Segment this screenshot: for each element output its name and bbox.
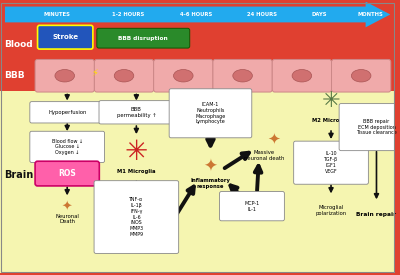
Ellipse shape [174, 70, 193, 82]
Text: Brain: Brain [4, 170, 33, 180]
Text: ✦: ✦ [267, 131, 280, 147]
Ellipse shape [55, 70, 74, 82]
Text: MINUTES: MINUTES [44, 12, 71, 17]
Text: Neuronal
Death: Neuronal Death [55, 214, 79, 224]
Text: BBB
permeability ↑: BBB permeability ↑ [116, 107, 156, 118]
FancyBboxPatch shape [30, 131, 104, 163]
Bar [0, 90, 395, 273]
Text: 4-6 HOURS: 4-6 HOURS [180, 12, 212, 17]
Text: DAYS: DAYS [312, 12, 327, 17]
FancyBboxPatch shape [35, 161, 99, 186]
Bar [0, 2, 395, 90]
Text: Hypoperfusion: Hypoperfusion [48, 110, 86, 115]
FancyBboxPatch shape [154, 59, 213, 92]
Text: BBB: BBB [4, 71, 24, 80]
FancyBboxPatch shape [30, 102, 104, 123]
Text: TNF-α
IL-1β
IFN-γ
IL-6
iNOS
MMP3
MMP9: TNF-α IL-1β IFN-γ IL-6 iNOS MMP3 MMP9 [129, 197, 144, 237]
FancyBboxPatch shape [213, 59, 272, 92]
Ellipse shape [114, 70, 134, 82]
FancyBboxPatch shape [169, 89, 252, 138]
Text: MONTHS: MONTHS [358, 12, 384, 17]
FancyBboxPatch shape [272, 59, 332, 92]
FancyBboxPatch shape [94, 181, 179, 253]
FancyBboxPatch shape [220, 192, 284, 221]
Text: ✳: ✳ [322, 91, 340, 111]
Text: Brain repair: Brain repair [356, 211, 396, 217]
Text: ROS: ROS [58, 169, 76, 178]
Text: ✦: ✦ [204, 158, 218, 176]
Text: 24 HOURS: 24 HOURS [247, 12, 277, 17]
FancyBboxPatch shape [99, 101, 174, 124]
FancyBboxPatch shape [35, 59, 94, 92]
Text: Stroke: Stroke [52, 34, 78, 40]
Text: Microglial
polarization: Microglial polarization [316, 205, 346, 216]
Text: BBB repair
ECM deposition
Tissue clearance: BBB repair ECM deposition Tissue clearan… [356, 119, 397, 135]
Text: 1-2 HOURS: 1-2 HOURS [112, 12, 144, 17]
Ellipse shape [351, 70, 371, 82]
FancyBboxPatch shape [38, 25, 93, 49]
Text: M1 Microglia: M1 Microglia [117, 169, 156, 174]
Text: M2 Microglia: M2 Microglia [312, 118, 350, 123]
Text: Blood flow ↓
Glucose ↓
Oxygen ↓: Blood flow ↓ Glucose ↓ Oxygen ↓ [52, 139, 83, 155]
Text: IL-10
TGF-β
IGF1
VEGF: IL-10 TGF-β IGF1 VEGF [324, 152, 338, 174]
Text: Blood: Blood [4, 40, 32, 49]
FancyBboxPatch shape [339, 104, 400, 151]
Text: ICAM-1
Neutrophils
Macrophage
Lymphocyte: ICAM-1 Neutrophils Macrophage Lymphocyte [195, 102, 226, 125]
FancyBboxPatch shape [294, 141, 368, 184]
FancyBboxPatch shape [94, 59, 154, 92]
Text: ✦: ✦ [62, 201, 72, 214]
Text: BBB disruption: BBB disruption [118, 36, 168, 41]
Ellipse shape [292, 70, 312, 82]
FancyBboxPatch shape [332, 59, 391, 92]
FancyBboxPatch shape [97, 28, 190, 48]
Text: MCP-1
IL-1: MCP-1 IL-1 [244, 201, 260, 211]
Text: Massive
neuronal death: Massive neuronal death [244, 150, 284, 161]
Text: ✳: ✳ [125, 138, 148, 166]
Polygon shape [5, 2, 390, 27]
Text: ⚡: ⚡ [92, 68, 98, 78]
Text: Inflammatory
response: Inflammatory response [190, 178, 230, 189]
Ellipse shape [233, 70, 252, 82]
